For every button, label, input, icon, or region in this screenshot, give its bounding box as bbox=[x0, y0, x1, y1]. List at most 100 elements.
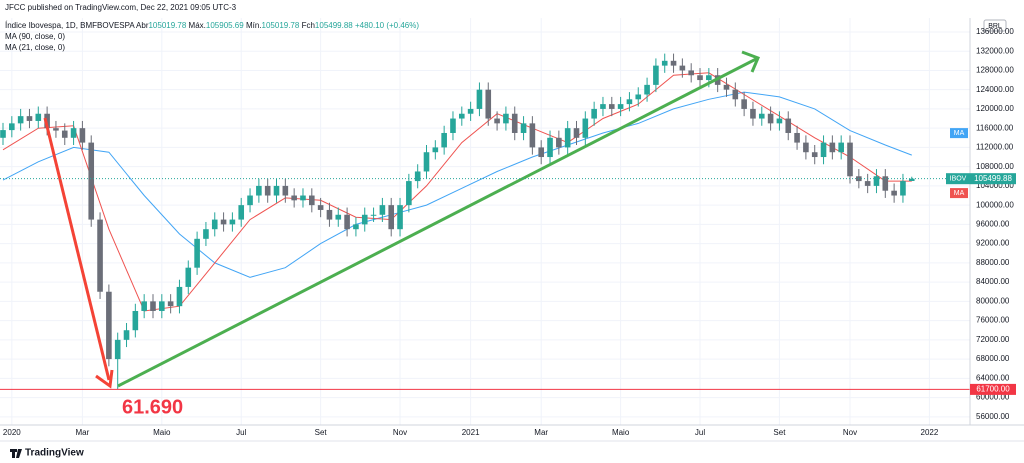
red-arrow-head bbox=[95, 369, 114, 389]
candle-body bbox=[0, 130, 6, 138]
candle-body bbox=[300, 195, 306, 201]
candle-body bbox=[900, 181, 906, 196]
footer-brand: TradingView bbox=[25, 448, 84, 459]
candle-body bbox=[344, 214, 350, 230]
candle-body bbox=[317, 205, 324, 210]
candle-body bbox=[406, 181, 412, 206]
trend-arrow-head bbox=[741, 50, 760, 73]
candle-body bbox=[211, 219, 218, 230]
candle-body bbox=[767, 113, 774, 124]
candle-body bbox=[256, 185, 262, 196]
candle-body bbox=[291, 195, 297, 201]
candles bbox=[0, 53, 915, 390]
candle-body bbox=[88, 142, 95, 220]
candle-body bbox=[123, 330, 130, 340]
ma-tag-label: MA bbox=[954, 130, 965, 137]
candle-body bbox=[635, 94, 642, 100]
legend-item: Índice Ibovespa, 1D, BMFBOVESPA bbox=[5, 21, 135, 30]
candle-body bbox=[661, 60, 668, 66]
candle-body bbox=[617, 104, 624, 109]
candle-body bbox=[679, 65, 686, 71]
y-tick-label: 80000.00 bbox=[976, 296, 1010, 305]
candle-body bbox=[882, 176, 889, 191]
candle-body bbox=[159, 301, 165, 311]
candle-body bbox=[847, 142, 853, 177]
x-tick-label: Mar bbox=[534, 428, 548, 437]
candle-body bbox=[326, 209, 333, 220]
candle-body bbox=[26, 116, 33, 121]
price-tag bbox=[946, 173, 970, 185]
candle-body bbox=[450, 118, 456, 133]
y-tick-label: 96000.00 bbox=[976, 219, 1010, 228]
candle-body bbox=[573, 128, 580, 138]
candle-body bbox=[194, 238, 200, 268]
candle-body bbox=[741, 99, 747, 109]
candle-body bbox=[9, 123, 15, 131]
x-tick-label: Maio bbox=[153, 428, 171, 437]
ma-tag bbox=[950, 188, 968, 199]
candle-body bbox=[600, 104, 606, 109]
candle-body bbox=[538, 147, 545, 158]
candle-body bbox=[397, 205, 403, 230]
y-tick-label: 92000.00 bbox=[976, 239, 1010, 248]
x-tick-label: Jul bbox=[695, 428, 705, 437]
legend-main: Índice Ibovespa, 1D, BMFBOVESPA Abr10501… bbox=[5, 21, 419, 30]
trend-line bbox=[117, 56, 759, 388]
candle-body bbox=[203, 229, 209, 239]
candle-body bbox=[370, 214, 377, 216]
candle-body bbox=[79, 128, 86, 143]
candle-body bbox=[864, 181, 871, 186]
candle-body bbox=[556, 137, 562, 148]
candle-body bbox=[106, 291, 112, 360]
x-tick-label: Nov bbox=[843, 428, 857, 437]
candle-body bbox=[591, 108, 597, 119]
red-arrow bbox=[43, 117, 111, 381]
x-tick-label: Mar bbox=[76, 428, 90, 437]
y-tick-label: 100000.00 bbox=[976, 200, 1014, 209]
y-tick-label: 112000.00 bbox=[976, 143, 1014, 152]
candle-body bbox=[70, 128, 77, 138]
published: JFCC published on TradingView.com, Dec 2… bbox=[5, 3, 237, 12]
y-tick-label: 120000.00 bbox=[976, 104, 1014, 113]
price-tag-value-bg bbox=[970, 173, 1016, 185]
candle-body bbox=[820, 142, 827, 158]
candle-body bbox=[388, 205, 395, 230]
candle-body bbox=[829, 142, 836, 153]
legend-item: 105019.78 bbox=[148, 21, 186, 30]
candle-body bbox=[167, 301, 174, 307]
legend-item: Mín. bbox=[246, 21, 262, 30]
candle-body bbox=[520, 123, 527, 133]
candle-body bbox=[361, 214, 368, 225]
candle-body bbox=[458, 113, 465, 119]
logo bbox=[10, 449, 22, 458]
candle-body bbox=[485, 89, 492, 119]
legend-item: Máx. bbox=[189, 21, 206, 30]
candle-body bbox=[229, 219, 236, 225]
ma-line bbox=[2, 91, 912, 278]
x-tick-label: 2020 bbox=[3, 428, 21, 437]
y-tick-label: 108000.00 bbox=[976, 162, 1014, 171]
candle-body bbox=[476, 89, 483, 109]
candle-body bbox=[838, 142, 844, 153]
y-tick-label: 72000.00 bbox=[976, 335, 1010, 344]
y-tick-label: 56000.00 bbox=[976, 412, 1010, 421]
candle-body bbox=[670, 60, 677, 66]
x-tick-label: Jul bbox=[236, 428, 246, 437]
candle-body bbox=[220, 219, 227, 225]
legend-item: 105019.78 bbox=[262, 21, 300, 30]
x-tick-label: Nov bbox=[393, 428, 407, 437]
candle-body bbox=[697, 75, 703, 81]
x-tick-label: Set bbox=[773, 428, 786, 437]
hline-tag-label: 61700.00 bbox=[976, 385, 1010, 394]
candle-body bbox=[803, 142, 809, 153]
legend-item: 105905.69 bbox=[206, 21, 244, 30]
candle-body bbox=[467, 108, 474, 114]
candle-body bbox=[511, 113, 518, 133]
y-tick-label: 76000.00 bbox=[976, 316, 1010, 325]
candle-body bbox=[503, 113, 509, 124]
candle-body bbox=[176, 286, 183, 307]
candle-body bbox=[811, 152, 818, 158]
currency-box bbox=[983, 19, 1007, 32]
